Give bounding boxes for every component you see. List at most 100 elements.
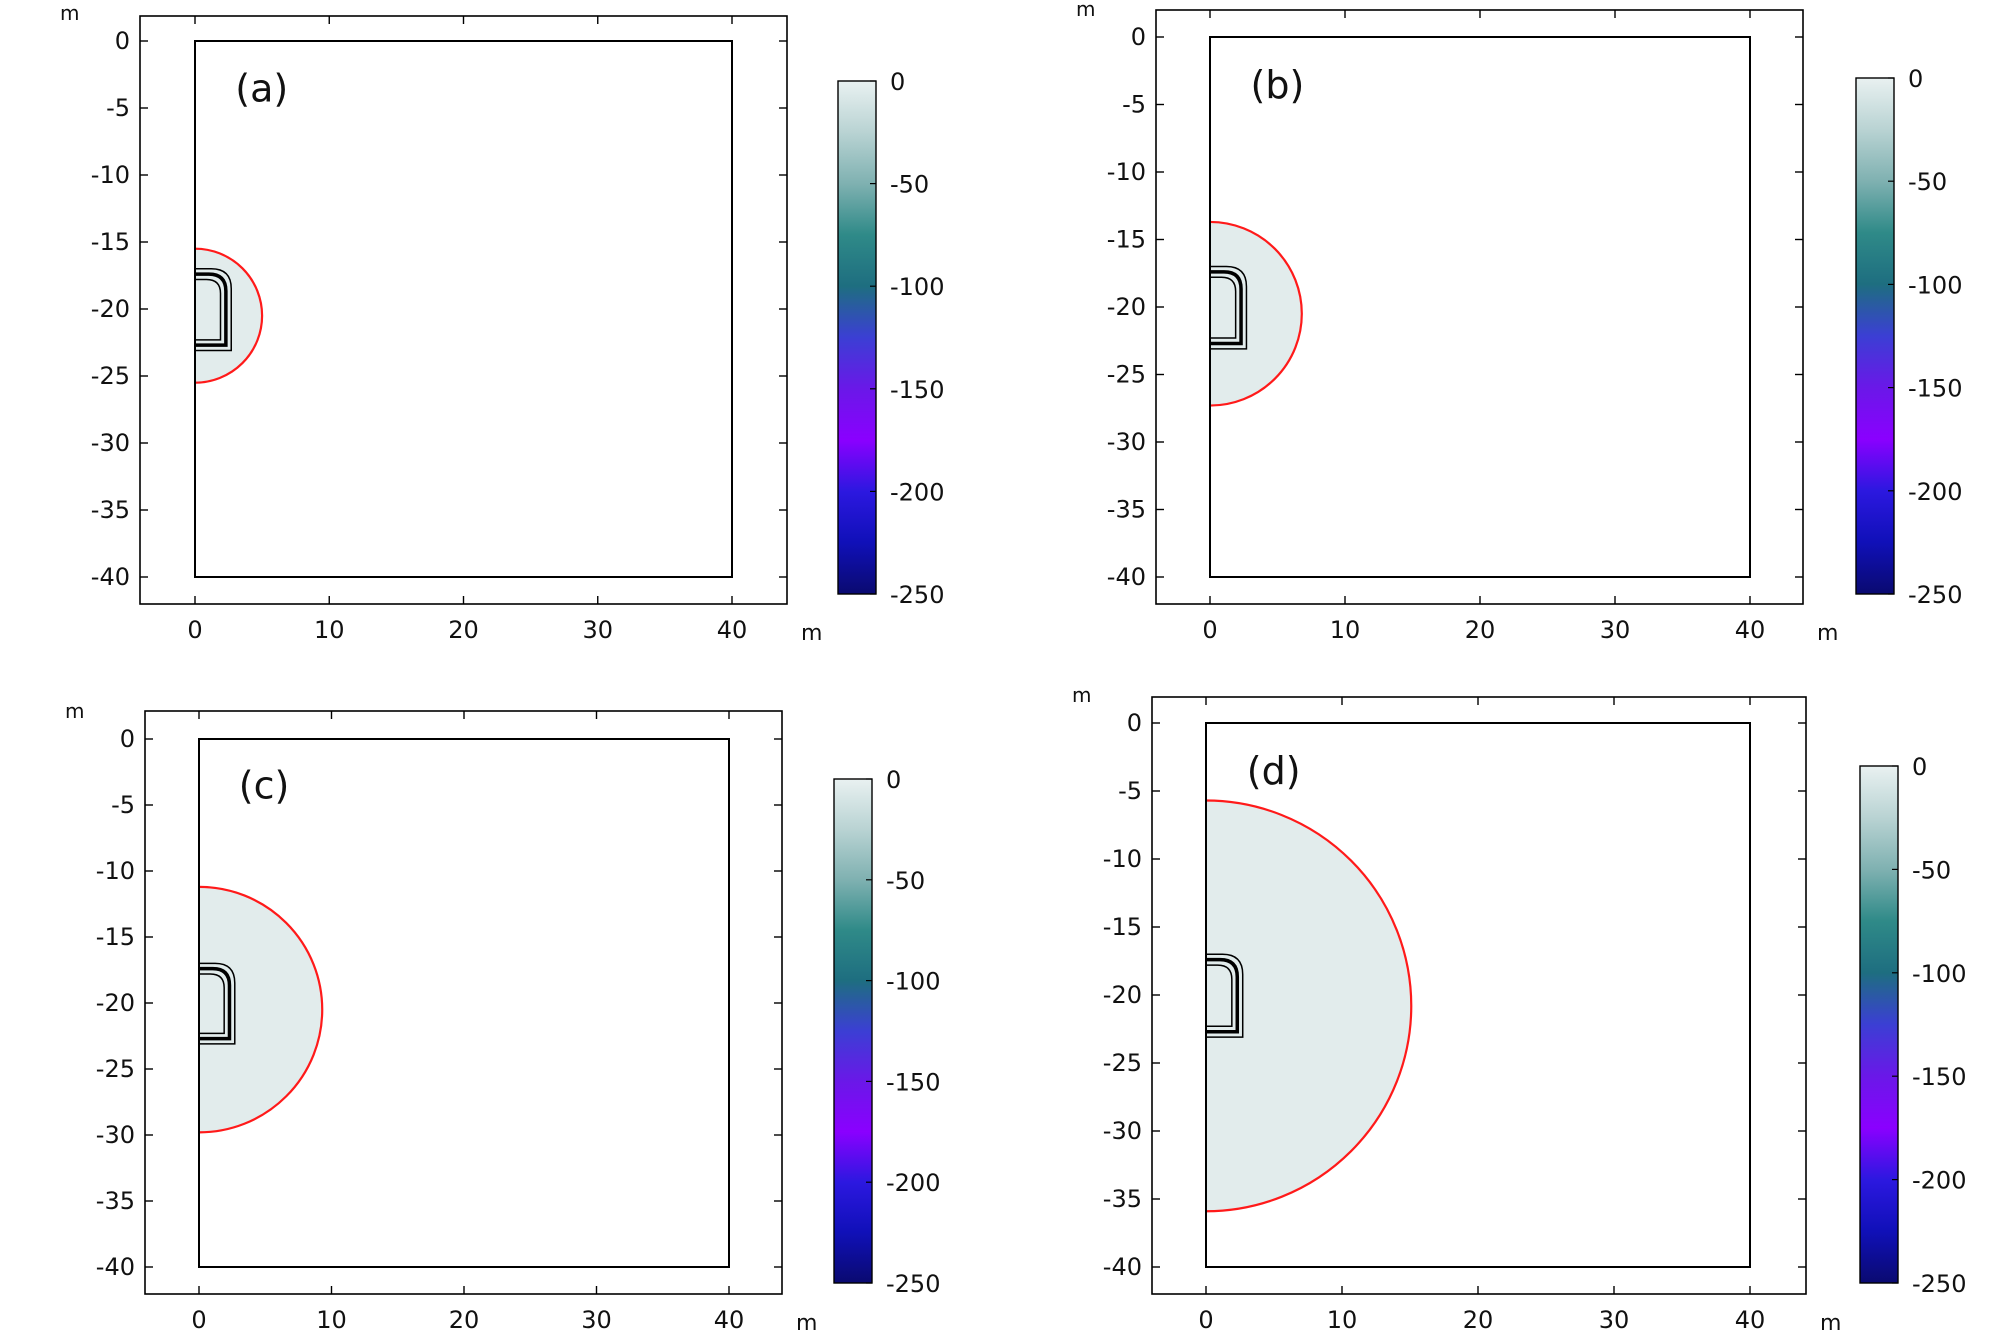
panel-label: (c) bbox=[239, 763, 290, 807]
colorbar: 0 -50 -100 -150 -200 -250 bbox=[1859, 753, 1966, 1298]
tunnel-line bbox=[199, 973, 225, 1035]
y-tick-label: -25 bbox=[96, 1055, 135, 1083]
x-tick-label: 40 bbox=[1735, 1306, 1766, 1332]
colorbar-tick-label: -150 bbox=[1908, 375, 1962, 403]
y-tick-label: -35 bbox=[91, 496, 130, 524]
tunnel-line bbox=[195, 278, 222, 341]
x-tick-label: 10 bbox=[314, 616, 345, 644]
colorbar-tick-label: -200 bbox=[1908, 478, 1962, 506]
colorbar-tick-label: -250 bbox=[886, 1270, 940, 1298]
y-tick-label: -20 bbox=[91, 295, 130, 323]
x-tick-label: 30 bbox=[581, 1306, 612, 1332]
frozen-boundary bbox=[1205, 799, 1413, 1213]
panel-b: 0 -5 -10 -15 -20 -25 -30 -35 -40 0 10 20 30 40 m m (b) 0 -… bbox=[1076, 0, 1962, 646]
y-tick-label: -40 bbox=[91, 563, 130, 591]
x-tick-label: 30 bbox=[1599, 1306, 1630, 1332]
x-tick-label: 0 bbox=[1202, 616, 1217, 644]
panel-a: 0 -5 -10 -15 -20 -25 -30 -35 -40 0 10 20 30 40 m m (a) 0 -… bbox=[60, 1, 944, 646]
panel-label: (d) bbox=[1247, 749, 1301, 793]
colorbar-tick-label: -200 bbox=[890, 478, 944, 506]
y-tick-label: -20 bbox=[1107, 293, 1146, 321]
colorbar-tick-label: -250 bbox=[1908, 581, 1962, 609]
model-domain bbox=[194, 40, 733, 578]
y-tick-label: -15 bbox=[91, 228, 130, 256]
panel-c: 0 -5 -10 -15 -20 -25 -30 -35 -40 0 10 20 30 40 m m (c) 0 -… bbox=[65, 699, 940, 1332]
model-domain bbox=[198, 738, 730, 1268]
model-domain bbox=[1209, 36, 1751, 578]
colorbar-tick-label: -200 bbox=[886, 1169, 940, 1197]
y-tick-label: -5 bbox=[1118, 777, 1142, 805]
y-tick-label: -30 bbox=[91, 429, 130, 457]
y-tick-label: -10 bbox=[1107, 158, 1146, 186]
y-tick-label: 0 bbox=[120, 725, 135, 753]
x-tick-label: 0 bbox=[187, 616, 202, 644]
colorbar-tick-label: -100 bbox=[1908, 271, 1962, 299]
colorbar-tick-label: 0 bbox=[890, 68, 905, 96]
tunnel-line bbox=[1206, 953, 1244, 1038]
x-tick-label: 20 bbox=[1465, 616, 1496, 644]
y-tick-label: -30 bbox=[96, 1121, 135, 1149]
frozen-zone bbox=[1206, 800, 1412, 1212]
tunnel-lining bbox=[195, 268, 232, 352]
tunnel-line bbox=[1210, 276, 1237, 339]
tunnel-line bbox=[195, 272, 228, 347]
y-tick-label: -40 bbox=[1107, 563, 1146, 591]
x-unit-label: m bbox=[1820, 1311, 1841, 1332]
x-tick-label: 20 bbox=[449, 1306, 480, 1332]
x-tick-label: 30 bbox=[582, 616, 613, 644]
x-tick-label: 20 bbox=[448, 616, 479, 644]
x-unit-label: m bbox=[796, 1311, 817, 1332]
y-unit-label: m bbox=[65, 699, 84, 723]
frozen-boundary bbox=[198, 885, 324, 1134]
y-tick-label: -15 bbox=[96, 923, 135, 951]
tunnel-line bbox=[1210, 265, 1248, 350]
tunnel-line bbox=[199, 966, 232, 1041]
x-tick-label: 30 bbox=[1600, 616, 1631, 644]
y-unit-label: m bbox=[1072, 683, 1091, 707]
y-unit-label: m bbox=[60, 1, 79, 25]
tunnel-lining bbox=[1206, 953, 1244, 1038]
y-tick-label: -5 bbox=[106, 94, 130, 122]
frozen-zone bbox=[199, 886, 323, 1133]
tunnel-line bbox=[1206, 964, 1233, 1028]
frozen-boundary bbox=[1209, 220, 1303, 407]
y-tick-label: -35 bbox=[1107, 496, 1146, 524]
colorbar-tick-label: -50 bbox=[886, 867, 925, 895]
x-tick-label: 0 bbox=[1198, 1306, 1213, 1332]
tunnel-lining bbox=[199, 962, 236, 1045]
y-tick-label: -20 bbox=[96, 989, 135, 1017]
x-tick-label: 10 bbox=[316, 1306, 347, 1332]
colorbar-tick-label: -100 bbox=[890, 273, 944, 301]
colorbar-tick-label: -100 bbox=[886, 968, 940, 996]
y-tick-label: -10 bbox=[91, 161, 130, 189]
y-unit-label: m bbox=[1076, 0, 1095, 21]
y-tick-label: 0 bbox=[115, 27, 130, 55]
model-domain bbox=[1205, 722, 1751, 1268]
y-tick-label: 0 bbox=[1131, 23, 1146, 51]
tunnel-line bbox=[1210, 270, 1243, 346]
tunnel-lining bbox=[1210, 265, 1248, 350]
colorbar-tick-label: -200 bbox=[1912, 1167, 1966, 1195]
colorbar-tick-label: -50 bbox=[890, 171, 929, 199]
x-tick-label: 40 bbox=[717, 616, 748, 644]
colorbar-tick-label: -150 bbox=[886, 1068, 940, 1096]
x-unit-label: m bbox=[1817, 621, 1838, 646]
y-tick-label: -5 bbox=[1122, 91, 1146, 119]
y-tick-label: -15 bbox=[1107, 226, 1146, 254]
tunnel-line bbox=[1206, 957, 1240, 1034]
colorbar-ramp bbox=[837, 80, 877, 595]
x-unit-label: m bbox=[801, 621, 822, 646]
y-tick-label: -15 bbox=[1103, 913, 1142, 941]
colorbar: 0 -50 -100 -150 -200 -250 bbox=[837, 68, 944, 609]
y-tick-label: -25 bbox=[1107, 361, 1146, 389]
panel-label: (a) bbox=[235, 66, 288, 110]
y-tick-label: -35 bbox=[96, 1187, 135, 1215]
frozen-zone bbox=[195, 248, 263, 383]
y-tick-label: -10 bbox=[96, 857, 135, 885]
x-tick-label: 10 bbox=[1330, 616, 1361, 644]
colorbar-tick-label: 0 bbox=[1908, 65, 1923, 93]
y-tick-label: -25 bbox=[1103, 1049, 1142, 1077]
colorbar-tick-label: 0 bbox=[886, 766, 901, 794]
panel-label: (b) bbox=[1251, 63, 1305, 107]
